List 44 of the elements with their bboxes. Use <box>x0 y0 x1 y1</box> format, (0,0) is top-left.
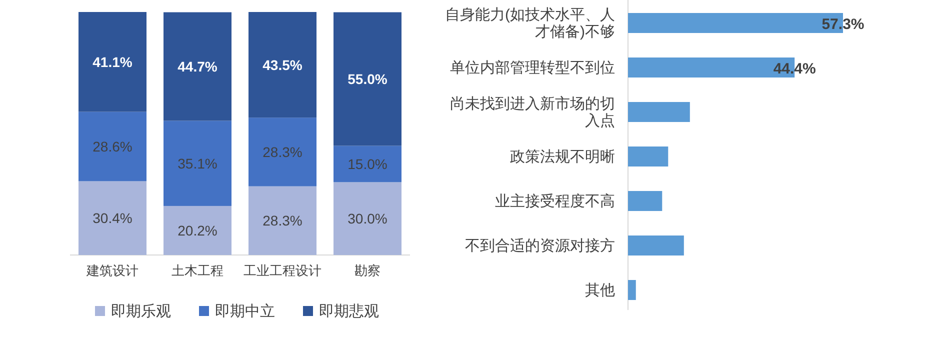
y-tick-label: 政策法规不明晰 <box>510 148 615 166</box>
bar <box>248 186 316 255</box>
bar <box>628 102 690 122</box>
x-tick-label: 工业工程设计 <box>244 263 322 278</box>
data-label: 57.3% <box>822 16 864 33</box>
data-label: 15.0% <box>348 156 388 172</box>
y-tick-label: 尚未找到进入新市场的切入点 <box>450 96 615 130</box>
bar <box>164 206 232 255</box>
bar <box>334 12 402 146</box>
x-tick-label: 勘察 <box>354 263 380 278</box>
x-tick-label: 土木工程 <box>172 263 224 278</box>
data-label: 41.1% <box>92 54 133 70</box>
bar <box>628 146 668 166</box>
data-label: 43.5% <box>262 56 303 73</box>
y-tick-label: 自身能力(如技术水平、人才储备)不够 <box>445 6 615 40</box>
data-label: 35.1% <box>178 155 218 172</box>
bar <box>248 118 316 186</box>
data-label: 28.3% <box>262 144 302 160</box>
y-tick-label: 业主接受程度不高 <box>495 193 615 210</box>
bar <box>334 182 402 255</box>
bar <box>334 146 402 182</box>
bar <box>628 191 662 211</box>
y-tick-label: 不到合适的资源对接方 <box>465 238 615 254</box>
legend-label: 即期悲观 <box>319 303 379 320</box>
y-tick-label: 其他 <box>585 282 615 299</box>
data-label: 28.6% <box>92 138 132 154</box>
legend-label: 即期中立 <box>215 303 275 320</box>
bar <box>78 12 146 112</box>
bar <box>164 12 232 121</box>
bar <box>628 236 684 256</box>
bar <box>78 112 146 182</box>
bar <box>628 280 636 300</box>
bar <box>78 181 146 255</box>
x-tick-label: 建筑设计 <box>86 263 138 278</box>
data-label: 20.2% <box>178 222 218 238</box>
data-label: 30.0% <box>348 210 388 227</box>
data-label: 55.0% <box>348 71 388 87</box>
bar <box>248 12 316 118</box>
bar <box>164 120 232 206</box>
data-label: 44.7% <box>178 58 218 74</box>
y-tick-label: 单位内部管理转型不到位 <box>450 60 615 76</box>
legend-label: 即期乐观 <box>111 303 171 320</box>
data-label: 30.4% <box>92 210 132 226</box>
data-label: 28.3% <box>262 212 302 229</box>
